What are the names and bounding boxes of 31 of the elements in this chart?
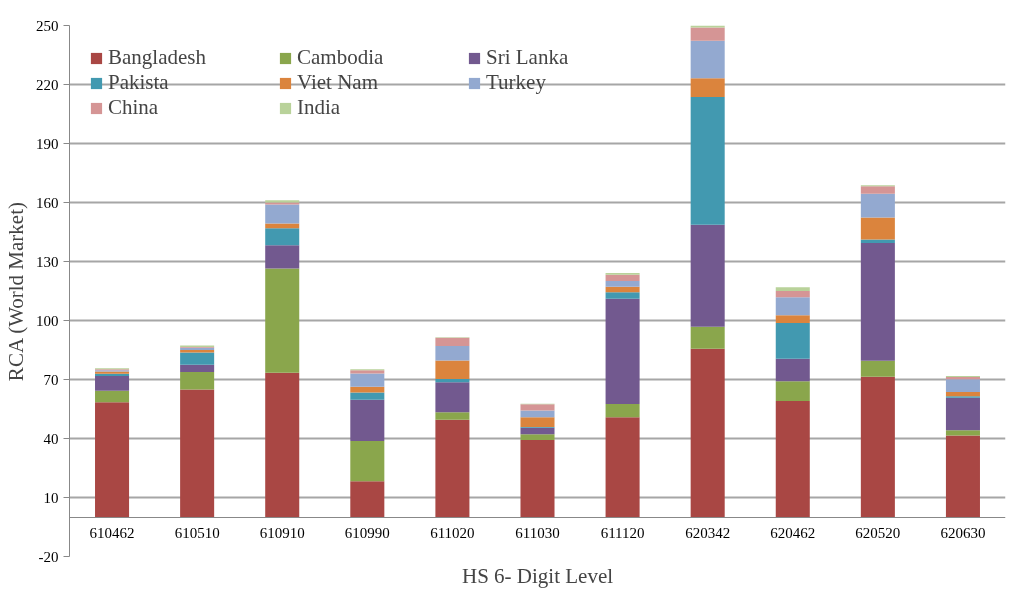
legend-label: Sri Lanka [486,45,570,70]
x-tick-label: 610990 [344,525,390,542]
x-tick-label: 620630 [940,525,986,542]
y-tick-label: 130 [36,253,59,270]
y-tick-label: 70 [43,371,59,388]
legend-label: India [297,95,342,120]
legend-label: Turkey [486,70,547,95]
legend-label: China [108,95,160,120]
legend-label: Cambodia [297,45,385,70]
y-tick-label: 10 [43,489,59,506]
x-axis-title: HS 6- Digit Level [461,563,614,588]
x-tick-label: 610910 [259,525,305,542]
legend-label: Pakista [108,70,170,95]
y-tick-label: 220 [36,76,59,93]
y-tick-label: -20 [38,548,59,565]
x-tick-label: 611120 [600,525,645,542]
x-tick-label: 620520 [855,525,901,542]
x-tick-label: 610462 [89,525,135,542]
y-tick-label: 160 [36,194,59,211]
x-tick-label: 620342 [685,525,731,542]
x-tick-label: 611030 [515,525,560,542]
legend-label: Bangladesh [108,45,207,70]
y-tick-label: 100 [36,312,59,329]
y-axis-title: RCA (World Market) [4,202,28,382]
x-tick-label: 620462 [770,525,816,542]
x-tick-label: 610510 [174,525,220,542]
legend-label: Viet Nam [297,70,379,95]
y-tick-label: 190 [36,135,59,152]
y-tick-label: 250 [36,17,59,34]
y-tick-label: 40 [43,430,59,447]
x-tick-label: 611020 [430,525,475,542]
